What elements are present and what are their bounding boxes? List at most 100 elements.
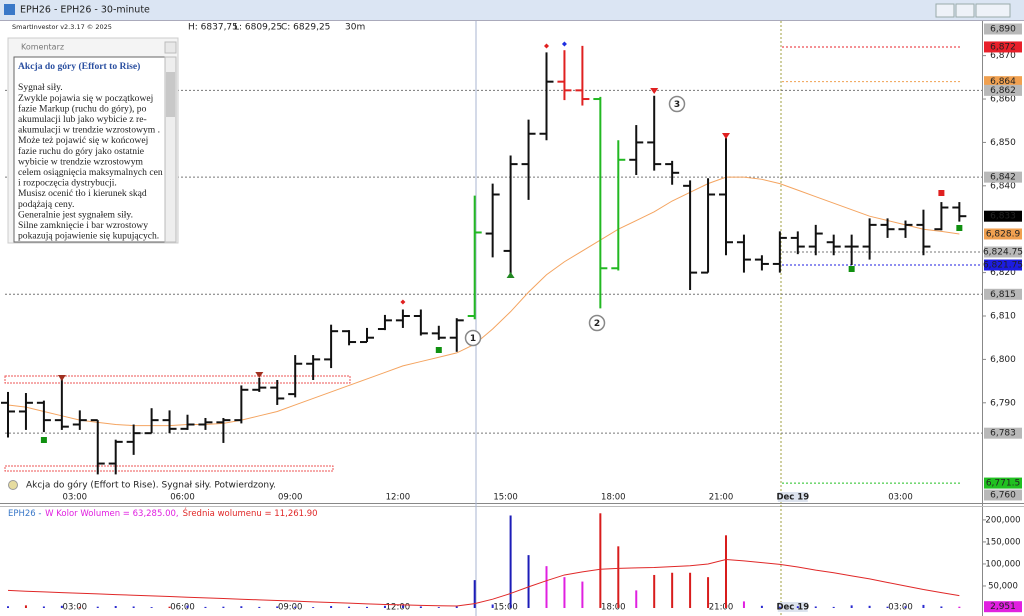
volume-bar [96,606,99,608]
app-icon [4,4,15,15]
x-tick-label: 09:00 [278,493,303,503]
y-tick-label: 200,000 [985,515,1020,525]
volume-bar [330,606,333,608]
volume-bar [904,606,907,608]
volume-bar [419,606,422,608]
price-box-label: 6,771.5 [986,479,1020,489]
price-box [984,84,1022,96]
price-box-label: 6,842 [990,173,1016,183]
restore-button[interactable] [955,3,975,18]
x-tick-label: 15:00 [493,603,518,613]
x-tick-label: 21:00 [709,603,734,613]
volume-bar [868,605,871,608]
volume-bar [132,606,135,608]
x-tick-label: 18:00 [601,603,626,613]
price-box [984,477,1022,489]
volume-bar [473,580,476,608]
price-box-label: 6,833 [990,212,1016,222]
volume-bar [42,606,45,608]
price-box [984,76,1022,88]
volume-bar [760,605,763,608]
volume-bar [563,577,566,608]
x-tick-label: 12:00 [386,493,411,503]
y-tick-label: 6,860 [990,95,1016,105]
price-box-label: 6,862 [990,86,1016,96]
header-low: L: 6809,25 [234,23,282,33]
price-box-label: 6,821.75 [983,261,1023,271]
header-close: C: 6829,25 [281,23,330,33]
x-tick-label: 09:00 [278,603,303,613]
comment-panel: Komentarz Akcja do góry (Effort to Rise)… [7,37,179,244]
panel-line: pokazują pojawienie się kupujących. [18,231,159,242]
price-box [984,259,1022,271]
volume-bar [671,572,674,608]
panel-line: fazie ruchu do góry jako ostatnie [18,146,144,157]
price-box [984,228,1022,240]
volume-bar [186,605,189,608]
volume-bar [383,605,386,608]
volume-bar [814,606,817,608]
volume-bar [581,581,584,608]
y-tick-label: 100,000 [985,559,1020,569]
x-tick-label: 12:00 [386,603,411,613]
panel-line: fazie Markup (ruchu do góry), po [18,103,147,114]
price-box [984,210,1022,222]
panel-text-box [13,56,166,243]
y-tick-label: 6,840 [990,181,1016,191]
x-tick-label: Dec 19 [776,493,809,503]
signal-triangle [57,375,66,381]
volume-bar [222,606,225,608]
panel-line: Sygnał siły. [18,82,63,93]
price-box-label: 6,828.9 [986,229,1021,239]
note-icon [8,480,18,490]
volume-bar [940,606,943,608]
price-box [984,427,1022,439]
volume-bar [312,607,315,608]
x-tick-label: 15:00 [493,493,518,503]
close-button[interactable] [975,3,1011,18]
panel-line: wybicie w trendzie wzrostowym [18,156,143,167]
volume-bar [599,513,602,608]
annotation-label: 3 [674,100,680,110]
price-box [984,171,1022,183]
x-tick-label: 03:00 [888,493,913,503]
volume-bar [886,606,889,608]
volume-bar [437,607,440,608]
volume-bar [527,555,530,608]
moving-average [7,176,960,427]
signal-triangle [506,272,515,278]
volume-bar [509,515,512,608]
annotation-circle [588,314,606,332]
volume-bar [850,605,853,608]
scrollbar-thumb[interactable] [166,72,175,117]
y-tick-label: 6,820 [990,268,1016,278]
minimize-button[interactable] [935,3,955,18]
x-tick-label: 18:00 [601,493,626,503]
price-box [984,41,1022,53]
volume-bar [366,606,368,608]
header-high: H: 6837,75 [188,23,238,33]
volume-bar [778,606,781,608]
panel-close[interactable] [164,41,177,54]
panel-line: akumulacji w trendzie wzrostowym . [18,125,160,136]
volume-bar [545,566,548,608]
scrollbar[interactable] [164,56,177,243]
volume-bar [725,535,727,608]
price-box [984,246,1022,258]
panel-line: Musisz ocenić tło i kierunek skąd [18,188,147,199]
price-box-label: 6,864 [990,77,1016,87]
signal-diamond [400,299,406,305]
volume-bar [204,606,207,608]
annotation-circle [668,95,686,113]
volume-bar [455,606,458,608]
panel-line: Zwykle pojawia się w początkowej [18,93,153,104]
window-title: EPH26 - EPH26 - 30-minute [20,5,150,16]
signal-triangle [255,372,264,378]
date-label-bg [777,492,808,502]
signal-square [848,266,855,272]
panel-line: Silne zamknięcie i bar wzrostowy [18,220,148,231]
plot-layer: 6,870 6,860 6,850 6,840 6,820 6,810 6,800 6,790… [1,23,1023,613]
volume-bar [24,605,27,608]
x-tick-label: 03:00 [63,603,88,613]
